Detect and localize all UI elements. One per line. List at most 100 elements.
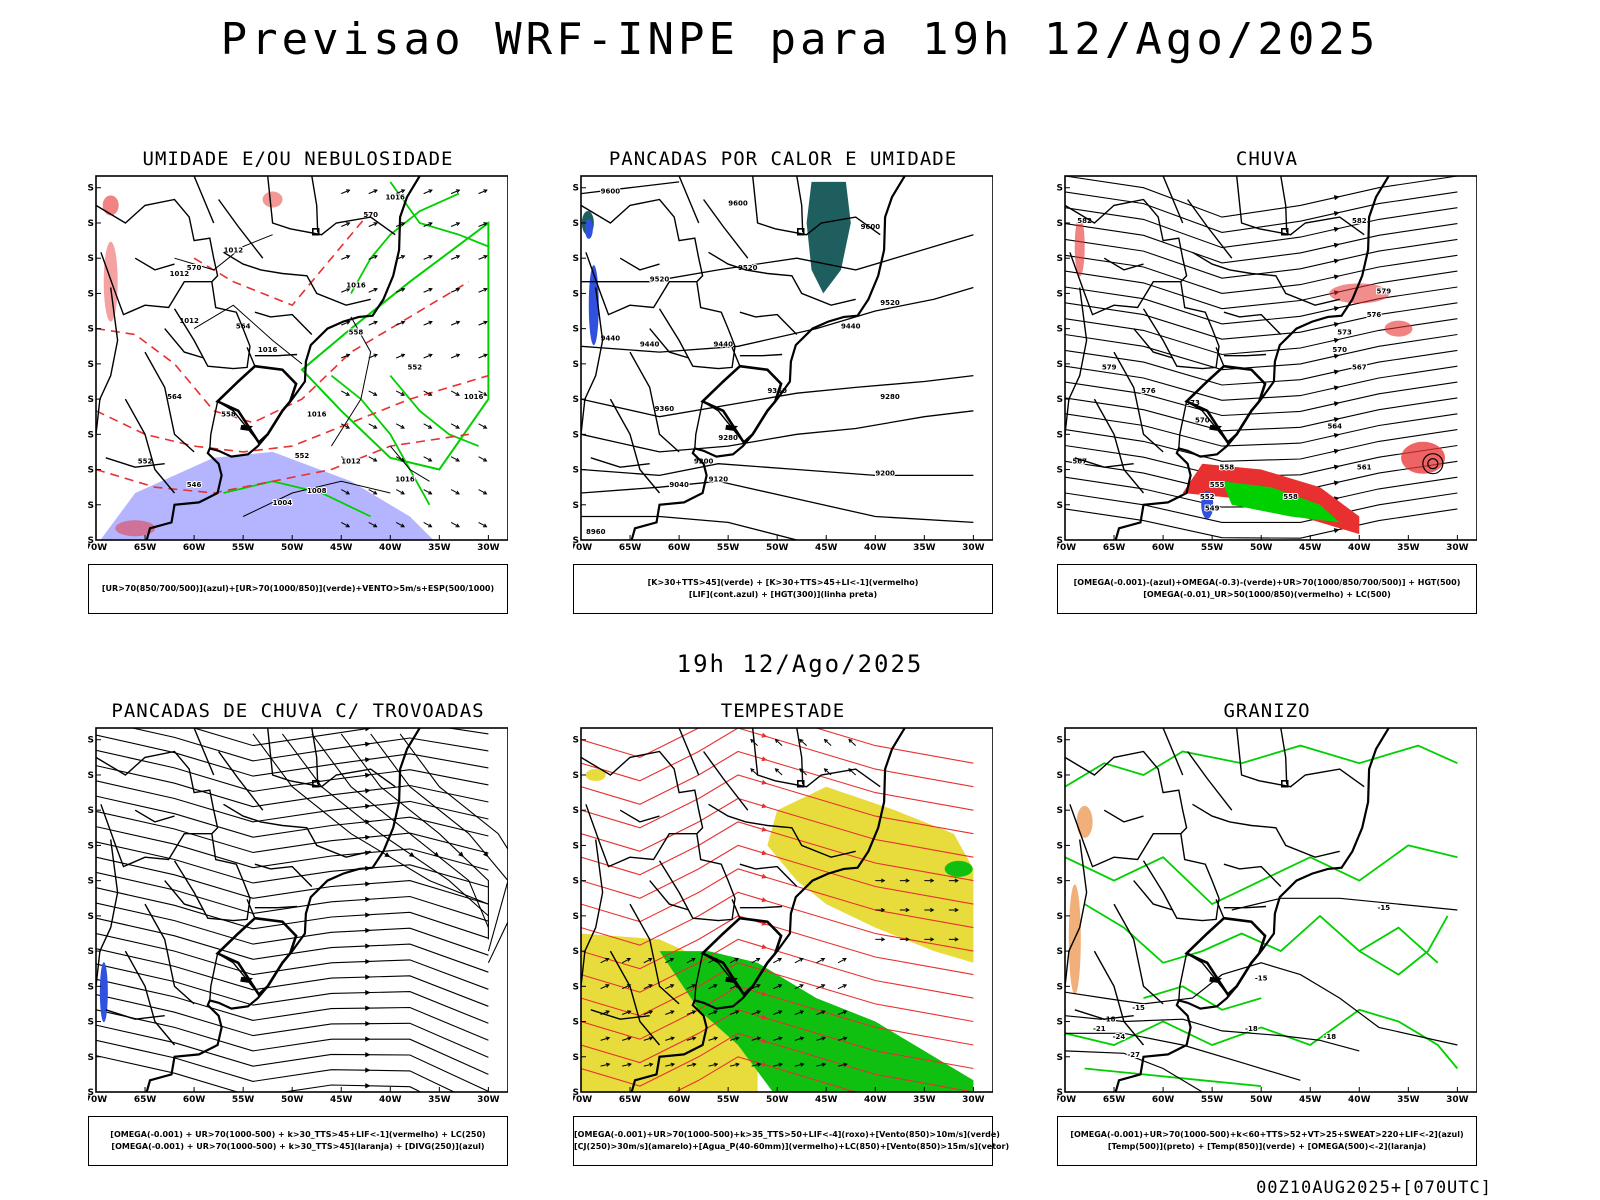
streamline-arrow <box>1333 321 1340 328</box>
political-border <box>739 863 798 887</box>
x-tick-label: 30W <box>1446 543 1469 553</box>
wind-vector-head <box>778 1062 784 1067</box>
wind-vector-head <box>428 222 433 227</box>
wind-vector <box>665 958 674 964</box>
streamline-arrow <box>761 732 768 738</box>
wind-vector-head <box>820 958 826 962</box>
low-level-streamline <box>581 962 974 1023</box>
political-border <box>708 251 856 306</box>
contour-label: 582 <box>1077 217 1092 225</box>
y-tick-label: 24S <box>573 877 579 887</box>
wind-vector-head <box>750 738 755 744</box>
rio-grande-do-sul-outline <box>215 916 298 997</box>
wind-vector <box>423 288 433 293</box>
x-tick-label: 55W <box>717 1095 740 1105</box>
map-tempestade: 12S 15S 18S 21S 24S 27S 30S 33S 36S 39S 42S70W 65W 6… <box>573 727 993 1105</box>
political-border <box>1074 457 1134 468</box>
wind-vector-head <box>692 1036 697 1041</box>
x-tick-label: 70W <box>88 543 107 553</box>
streamline <box>1065 508 1458 539</box>
streamline-arrow <box>761 826 768 832</box>
isobar <box>389 445 430 482</box>
low-level-streamline <box>581 1032 974 1092</box>
wind-vector <box>600 1037 610 1041</box>
distrito-federal-box <box>312 228 320 236</box>
low-level-streamline <box>581 728 974 788</box>
contour-label: 9520 <box>650 276 670 284</box>
temp-850-contour <box>1084 1067 1262 1087</box>
y-tick-label: 15S <box>88 771 94 781</box>
wind-vector <box>643 1010 653 1015</box>
wind-vector-head <box>756 1062 762 1067</box>
contour-label: 9040 <box>669 481 689 489</box>
wind-vector-head <box>823 768 829 773</box>
panel-pancadas-calor: PANCADAS POR CALOR E UMIDADE 9600 9600 960… <box>573 148 993 648</box>
y-tick-label: 36S <box>1057 1018 1063 1028</box>
y-tick-label: 39S <box>1057 1053 1063 1063</box>
wind-vector-head <box>778 1036 783 1041</box>
wind-vector-head <box>482 490 488 495</box>
wind-vector <box>686 984 696 990</box>
y-tick-label: 21S <box>573 289 579 299</box>
streamline-arrow <box>408 851 415 858</box>
political-border <box>173 281 251 370</box>
political-border <box>581 750 704 835</box>
streamline <box>96 841 489 888</box>
x-tick-label: 50W <box>281 1095 304 1105</box>
distrito-federal-box <box>797 228 805 236</box>
political-border <box>1065 198 1188 283</box>
political-border <box>218 199 264 259</box>
wind-vector-head <box>345 287 351 292</box>
political-border <box>1074 1009 1134 1020</box>
streamline-arrow <box>1333 417 1340 423</box>
wind-vector <box>423 189 433 195</box>
contour-label: 9120 <box>709 475 729 483</box>
rain-area-blue <box>1201 490 1214 519</box>
contour-label: 9200 <box>694 458 714 466</box>
streamline-arrow <box>365 1021 371 1027</box>
contour-label: 9200 <box>875 469 895 477</box>
streamline <box>1065 492 1458 523</box>
streamline-arrow <box>365 943 371 949</box>
political-border <box>223 803 371 858</box>
wind-vector-head <box>627 1062 632 1067</box>
contour-label: 1016 <box>307 411 327 419</box>
temp-500-contour <box>1065 1032 1301 1081</box>
wind-vector-head <box>648 1036 654 1041</box>
wind-vector-head <box>627 1010 632 1015</box>
wind-vector <box>773 984 782 990</box>
thickness-patch <box>115 520 156 537</box>
political-border <box>1187 199 1233 259</box>
streamline-arrow <box>1333 353 1340 359</box>
wind-vector <box>794 1037 804 1041</box>
political-border <box>739 905 783 909</box>
wind-vector <box>816 1037 826 1041</box>
wind-vector-head <box>428 391 433 396</box>
contour-label: 576 <box>1141 387 1156 395</box>
y-tick-label: 42S <box>573 536 579 546</box>
contour-label: 570 <box>1195 417 1210 425</box>
political-border <box>209 953 219 1001</box>
wind-vector <box>340 390 350 396</box>
y-tick-label: 21S <box>1057 289 1063 299</box>
wind-vector <box>622 1037 631 1041</box>
panel-granizo: GRANIZO -15-15-15-18-21-24-27-18-1812S15… <box>1057 700 1477 1200</box>
streamline-arrow <box>384 852 391 858</box>
map-chuva: 582 5825795795765765735735705705675645615… <box>1057 175 1477 553</box>
wind-vector-head <box>373 391 378 396</box>
wind-vector <box>729 958 739 964</box>
streamline <box>130 728 489 762</box>
x-tick-label: 65W <box>1103 543 1126 553</box>
wind-vector-head <box>734 958 739 962</box>
streamline <box>96 978 489 1041</box>
wind-vector <box>478 189 488 195</box>
wind-vector-head <box>670 1062 676 1067</box>
wind-vector <box>837 984 847 990</box>
y-tick-label: 12S <box>573 736 579 746</box>
y-tick-label: 39S <box>573 501 579 511</box>
rio-grande-do-sul-outline <box>1184 916 1267 997</box>
y-tick-label: 18S <box>1057 254 1063 264</box>
political-border <box>1223 863 1282 887</box>
wind-vector <box>665 1037 675 1041</box>
